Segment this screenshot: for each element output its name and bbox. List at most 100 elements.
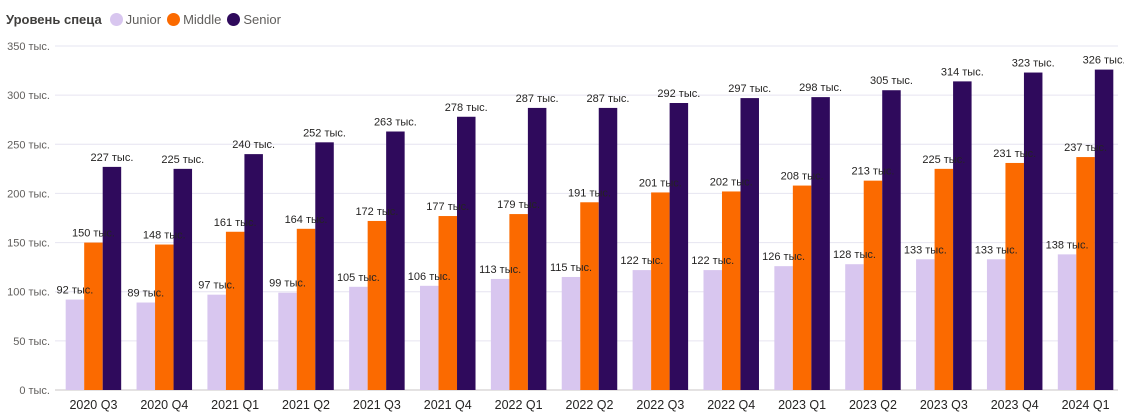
data-label: 133 тыс. (975, 244, 1018, 256)
legend-senior-label: Senior (243, 11, 281, 27)
bar-senior[interactable] (173, 168, 193, 390)
bar-middle[interactable] (934, 168, 954, 390)
bar-middle[interactable] (863, 180, 883, 390)
legend-item-junior[interactable]: Junior (109, 12, 161, 27)
data-label: 126 тыс. (762, 251, 805, 263)
bar-junior[interactable] (65, 299, 85, 390)
data-label: 89 тыс. (127, 288, 164, 300)
bar-senior[interactable] (102, 166, 122, 390)
bar-junior[interactable] (490, 278, 510, 390)
bar-senior[interactable] (882, 90, 901, 390)
data-label: 179 тыс. (497, 199, 540, 211)
bar-senior[interactable] (1094, 69, 1114, 391)
bar-senior[interactable] (1023, 72, 1043, 390)
bars (65, 69, 1114, 391)
bar-junior[interactable] (349, 286, 368, 390)
bar-senior[interactable] (669, 103, 689, 391)
bar-junior[interactable] (420, 285, 439, 390)
bar-junior[interactable] (561, 276, 581, 390)
bar-junior[interactable] (703, 270, 722, 390)
legend-middle-label: Middle (183, 11, 222, 27)
bar-middle[interactable] (225, 231, 245, 390)
x-axis: 2020 Q3 2020 Q4 2021 Q1 2021 Q2 2021 Q3 2021 … (69, 398, 1109, 412)
x-tick-label: 2023 Q4 (991, 398, 1039, 412)
bar-senior[interactable] (740, 98, 759, 390)
data-label: 113 тыс. (479, 264, 521, 276)
x-tick-label: 2023 Q1 (778, 398, 826, 412)
data-label: 326 тыс. (1083, 55, 1124, 67)
bar-junior[interactable] (774, 266, 793, 390)
legend-item-middle[interactable]: Middle (167, 12, 221, 27)
bar-senior[interactable] (457, 116, 476, 390)
data-label: 115 тыс. (550, 262, 592, 274)
data-label: 323 тыс. (1012, 58, 1055, 70)
bar-junior[interactable] (278, 292, 297, 390)
x-tick-label: 2021 Q1 (211, 398, 259, 412)
x-tick-label: 2021 Q4 (424, 398, 472, 412)
bar-junior[interactable] (845, 264, 864, 390)
y-tick-label: 50 тыс. (13, 336, 50, 348)
data-label: 97 тыс. (198, 280, 235, 292)
bar-middle[interactable] (155, 244, 174, 390)
x-tick-label: 2023 Q3 (920, 398, 968, 412)
x-tick-label: 2024 Q1 (1062, 398, 1110, 412)
bar-middle[interactable] (721, 191, 741, 390)
data-label: 128 тыс. (833, 249, 876, 261)
bar-junior[interactable] (916, 259, 935, 390)
y-tick-label: 300 тыс. (7, 90, 50, 102)
bar-middle[interactable] (792, 185, 812, 390)
data-label: 191 тыс. (568, 187, 611, 199)
bar-senior[interactable] (811, 97, 830, 390)
data-label: 287 тыс. (587, 93, 630, 105)
data-label: 287 тыс. (516, 93, 559, 105)
x-tick-label: 2022 Q1 (495, 398, 543, 412)
data-label: 106 тыс. (408, 271, 451, 283)
data-label: 292 тыс. (657, 88, 700, 100)
bar-middle[interactable] (438, 216, 458, 390)
bar-senior[interactable] (953, 81, 972, 390)
data-label: 227 тыс. (90, 152, 133, 164)
y-axis: 0 тыс. 50 тыс. 100 тыс. 150 тыс. 200 тыс. 250… (7, 41, 50, 397)
data-label: 148 тыс. (143, 230, 186, 242)
y-tick-label: 200 тыс. (7, 188, 50, 200)
data-label: 92 тыс. (57, 285, 94, 297)
bar-middle[interactable] (651, 192, 670, 390)
bar-middle[interactable] (509, 214, 528, 390)
data-label: 213 тыс. (852, 166, 895, 178)
data-label: 263 тыс. (374, 117, 417, 129)
legend-title: Уровень спеца (6, 11, 102, 27)
data-label: 138 тыс. (1046, 239, 1089, 251)
x-tick-label: 2022 Q3 (636, 398, 684, 412)
bar-senior[interactable] (386, 131, 405, 390)
bar-senior[interactable] (598, 107, 618, 391)
data-label: 201 тыс. (639, 177, 682, 189)
legend-item-senior[interactable]: Senior (227, 12, 281, 27)
bar-middle[interactable] (1005, 162, 1024, 390)
y-tick-label: 100 тыс. (7, 287, 50, 299)
data-label: 208 тыс. (781, 171, 824, 183)
data-label: 177 тыс. (426, 201, 469, 213)
bar-middle[interactable] (1076, 157, 1095, 390)
y-tick-label: 0 тыс. (19, 385, 50, 397)
data-label: 237 тыс. (1064, 142, 1107, 154)
legend-junior-swatch (109, 12, 123, 26)
data-label: 133 тыс. (904, 244, 947, 256)
bar-senior[interactable] (315, 142, 334, 390)
bar-middle[interactable] (367, 220, 387, 390)
bar-middle[interactable] (580, 202, 599, 390)
legend-middle-swatch (167, 12, 181, 26)
data-label: 225 тыс. (161, 154, 204, 166)
bar-senior[interactable] (527, 107, 547, 391)
bar-junior[interactable] (1057, 254, 1077, 390)
bar-middle[interactable] (84, 242, 103, 390)
bar-junior[interactable] (136, 302, 156, 390)
bar-middle[interactable] (296, 228, 316, 390)
data-label: 297 тыс. (728, 83, 771, 95)
bar-junior[interactable] (632, 270, 652, 390)
x-tick-label: 2021 Q2 (282, 398, 330, 412)
data-label: 278 тыс. (445, 102, 488, 114)
data-label: 105 тыс. (337, 272, 380, 284)
bar-senior[interactable] (244, 154, 263, 390)
bar-junior[interactable] (986, 259, 1006, 390)
bar-junior[interactable] (207, 294, 226, 390)
